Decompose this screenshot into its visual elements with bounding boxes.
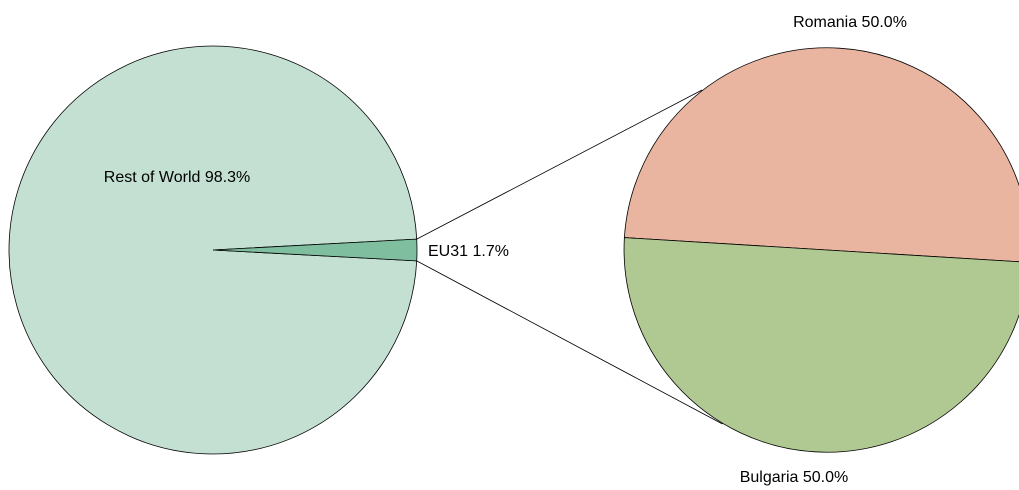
slice-label-bulgaria: Bulgaria 50.0% xyxy=(740,469,849,486)
slice-label-romania: Romania 50.0% xyxy=(793,14,907,31)
secondary-pie xyxy=(623,47,1019,453)
pie-slice-rest-of-world xyxy=(8,45,418,455)
main-pie xyxy=(8,45,418,455)
slice-label-rest-of-world: Rest of World 98.3% xyxy=(104,169,250,186)
pie-slice-bulgaria xyxy=(623,237,1019,453)
connector-line-top xyxy=(416,89,703,240)
connector-lines xyxy=(416,89,723,425)
pie-slice-eu31 xyxy=(212,238,418,262)
connector-line-bottom xyxy=(416,260,723,425)
slice-label-eu31: EU31 1.7% xyxy=(428,243,509,260)
pie-slice-romania xyxy=(623,47,1019,263)
